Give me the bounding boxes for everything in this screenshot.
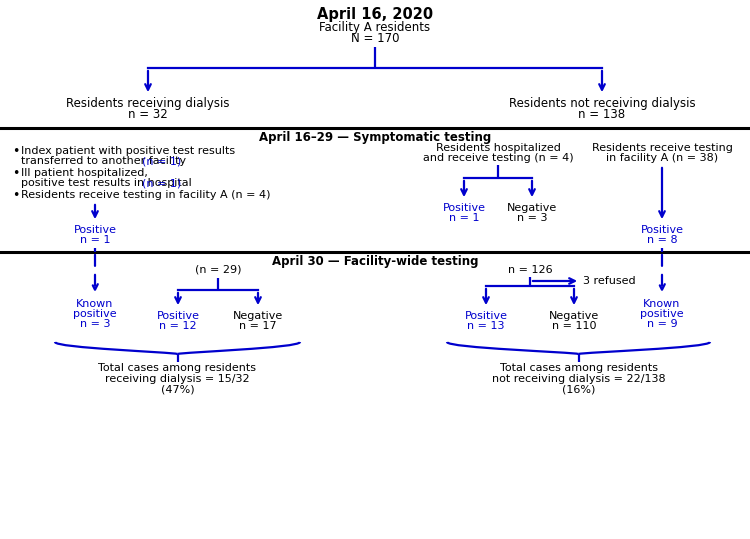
Text: Total cases among residents: Total cases among residents — [500, 363, 658, 373]
Text: n = 8: n = 8 — [646, 235, 677, 245]
Text: N = 170: N = 170 — [351, 32, 399, 45]
Text: (n = 1): (n = 1) — [142, 156, 182, 166]
Text: Total cases among residents: Total cases among residents — [98, 363, 256, 373]
Text: Positive: Positive — [442, 203, 485, 213]
Text: Negative: Negative — [232, 311, 284, 321]
Text: positive: positive — [74, 309, 117, 319]
Text: n = 1: n = 1 — [80, 235, 110, 245]
Text: n = 12: n = 12 — [159, 321, 196, 331]
Text: •: • — [12, 189, 20, 202]
Text: Ill patient hospitalized,: Ill patient hospitalized, — [21, 168, 148, 178]
Text: not receiving dialysis = 22/138: not receiving dialysis = 22/138 — [492, 374, 665, 384]
Text: in facility A (n = 38): in facility A (n = 38) — [606, 153, 718, 163]
Text: n = 3: n = 3 — [517, 213, 548, 223]
Text: April 16, 2020: April 16, 2020 — [317, 6, 433, 22]
Text: and receive testing (n = 4): and receive testing (n = 4) — [423, 153, 573, 163]
Text: n = 13: n = 13 — [467, 321, 505, 331]
Text: (47%): (47%) — [160, 385, 194, 395]
Text: Known: Known — [76, 299, 114, 309]
Text: n = 1: n = 1 — [448, 213, 479, 223]
Text: 3 refused: 3 refused — [583, 276, 635, 286]
Text: Residents receive testing in facility A (n = 4): Residents receive testing in facility A … — [21, 190, 271, 200]
Text: Known: Known — [644, 299, 681, 309]
Text: n = 126: n = 126 — [508, 265, 552, 275]
Text: positive test results in hospital: positive test results in hospital — [21, 178, 195, 188]
Text: Negative: Negative — [549, 311, 599, 321]
Text: •: • — [12, 167, 20, 179]
Text: Positive: Positive — [464, 311, 508, 321]
Text: Residents receive testing: Residents receive testing — [592, 143, 733, 153]
Text: April 16–29 — Symptomatic testing: April 16–29 — Symptomatic testing — [259, 130, 491, 143]
Text: April 30 — Facility-wide testing: April 30 — Facility-wide testing — [272, 254, 478, 267]
Text: Index patient with positive test results: Index patient with positive test results — [21, 146, 235, 156]
Text: Facility A residents: Facility A residents — [320, 20, 430, 33]
Text: n = 9: n = 9 — [646, 319, 677, 329]
Text: Positive: Positive — [157, 311, 200, 321]
Text: transferred to another facility: transferred to another facility — [21, 156, 190, 166]
Text: Residents not receiving dialysis: Residents not receiving dialysis — [509, 96, 695, 109]
Text: n = 110: n = 110 — [552, 321, 596, 331]
Text: receiving dialysis = 15/32: receiving dialysis = 15/32 — [105, 374, 250, 384]
Text: (16%): (16%) — [562, 385, 596, 395]
Text: n = 138: n = 138 — [578, 108, 626, 121]
Text: positive: positive — [640, 309, 684, 319]
Text: Residents hospitalized: Residents hospitalized — [436, 143, 560, 153]
Text: n = 32: n = 32 — [128, 108, 168, 121]
Text: (n = 1): (n = 1) — [142, 178, 182, 188]
Text: Positive: Positive — [74, 225, 116, 235]
Text: •: • — [12, 144, 20, 157]
Text: Residents receiving dialysis: Residents receiving dialysis — [66, 96, 230, 109]
Text: Positive: Positive — [640, 225, 683, 235]
Text: Negative: Negative — [507, 203, 557, 213]
Text: (n = 29): (n = 29) — [195, 265, 242, 275]
Text: n = 17: n = 17 — [239, 321, 277, 331]
Text: n = 3: n = 3 — [80, 319, 110, 329]
